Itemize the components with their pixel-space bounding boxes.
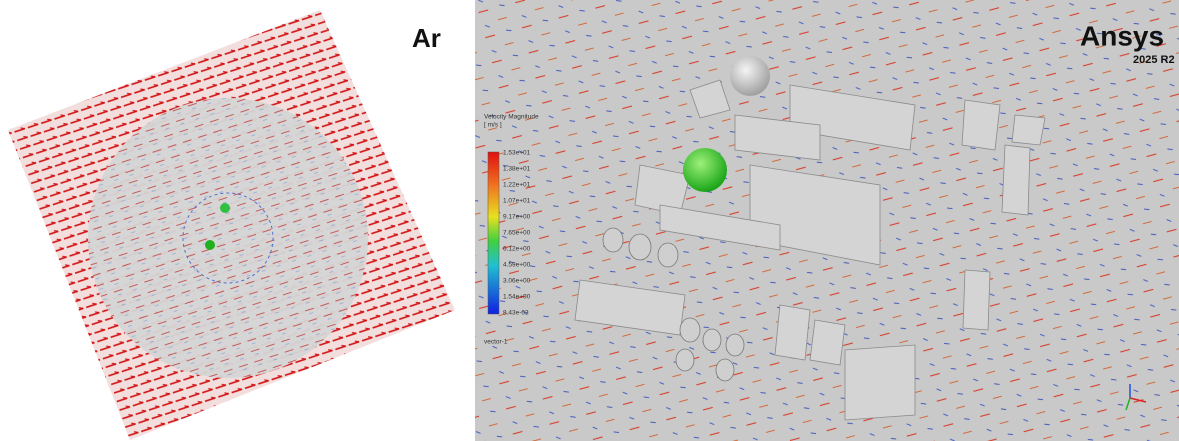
legend-title: Velocity Magnitude <box>484 114 539 121</box>
legend-label: 6.12e+00 <box>503 246 531 253</box>
screenshot: Ar Velocity Magnitude <box>0 0 1179 441</box>
legend-label: 7.65e+00 <box>503 230 531 237</box>
legend-label: 1.38e+01 <box>503 166 531 173</box>
legend-label: 1.53e+01 <box>503 150 531 157</box>
domain-disc <box>88 98 368 378</box>
version: 2025 R2 <box>1133 54 1175 66</box>
marker <box>205 240 215 250</box>
legend-label: 1.07e+01 <box>503 198 531 205</box>
marker <box>220 203 230 213</box>
legend-label: 8.43e-03 <box>503 310 529 317</box>
logo: Ar <box>412 23 441 53</box>
legend-label: 3.06e+00 <box>503 278 531 285</box>
left-view: Ar <box>8 10 455 440</box>
right-view: Velocity Magnitude [ m/s ] 1.53e+01 1.38e… <box>475 0 1179 441</box>
colorbar <box>488 152 499 314</box>
probe-sphere <box>683 148 727 192</box>
legend-label: 4.59e+00 <box>503 262 531 269</box>
legend-unit: [ m/s ] <box>484 122 502 129</box>
legend-label: 1.22e+01 <box>503 182 531 189</box>
legend-label: 1.54e+00 <box>503 294 531 301</box>
legend-label: 9.17e+00 <box>503 214 531 221</box>
spherical-tank <box>730 56 770 96</box>
object-name: vector-1 <box>484 339 508 346</box>
logo: Ansys <box>1080 20 1164 51</box>
